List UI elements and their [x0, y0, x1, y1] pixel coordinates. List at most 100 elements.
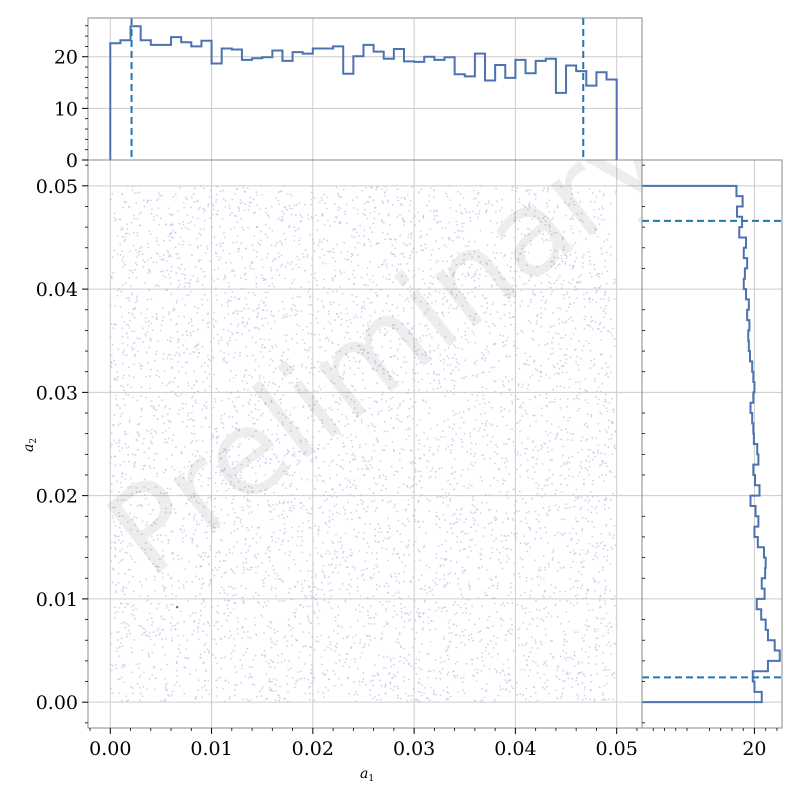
scatter-point: [417, 191, 420, 194]
scatter-point: [145, 524, 148, 526]
scatter-point: [213, 311, 216, 314]
scatter-point: [509, 582, 512, 585]
scatter-point: [426, 459, 428, 462]
scatter-point: [350, 252, 353, 255]
scatter-point: [561, 692, 563, 695]
scatter-point: [519, 575, 521, 578]
scatter-point: [198, 352, 201, 354]
scatter-point: [436, 424, 439, 426]
scatter-point: [548, 469, 551, 471]
scatter-point: [369, 639, 372, 641]
scatter-point: [183, 586, 185, 589]
scatter-point: [423, 692, 425, 695]
scatter-point: [382, 656, 385, 659]
scatter-point: [535, 420, 537, 422]
scatter-point: [260, 184, 262, 187]
scatter-point: [231, 425, 234, 428]
scatter-point: [283, 334, 286, 337]
scatter-point: [361, 468, 364, 470]
scatter-point: [167, 313, 170, 315]
scatter-point: [136, 399, 139, 402]
scatter-point: [542, 686, 544, 689]
scatter-point: [170, 336, 172, 339]
scatter-point: [185, 196, 188, 199]
scatter-point: [258, 327, 260, 330]
scatter-point: [228, 207, 231, 210]
scatter-point: [601, 541, 604, 543]
scatter-point: [291, 282, 294, 284]
scatter-point: [596, 390, 598, 393]
scatter-point: [154, 634, 157, 637]
scatter-point: [224, 448, 227, 451]
scatter-point: [580, 467, 583, 470]
scatter-point: [463, 432, 466, 435]
scatter-point: [474, 511, 477, 514]
scatter-point: [296, 296, 299, 298]
scatter-point: [330, 607, 333, 610]
scatter-point: [175, 351, 178, 354]
scatter-point: [234, 644, 236, 647]
scatter-point: [245, 247, 247, 250]
scatter-point: [385, 266, 388, 268]
scatter-point: [269, 637, 272, 640]
scatter-point: [115, 667, 118, 670]
scatter-point: [356, 196, 358, 199]
scatter-point: [614, 604, 617, 607]
scatter-point: [546, 420, 548, 422]
scatter-point: [387, 559, 389, 562]
scatter-point: [276, 630, 279, 633]
scatter-point: [491, 435, 494, 438]
scatter-point: [112, 567, 115, 570]
scatter-point: [340, 323, 342, 326]
scatter-point: [569, 588, 572, 590]
scatter-point: [197, 631, 199, 633]
scatter-point: [556, 363, 559, 365]
scatter-point: [558, 426, 560, 428]
scatter-point: [400, 420, 403, 423]
scatter-point: [286, 640, 289, 642]
scatter-point: [419, 230, 422, 233]
scatter-point: [543, 607, 545, 610]
scatter-point: [224, 680, 227, 682]
scatter-point: [320, 656, 323, 659]
scatter-point: [531, 204, 534, 207]
scatter-point: [225, 489, 228, 492]
scatter-point: [182, 344, 185, 347]
scatter-point: [425, 401, 428, 403]
scatter-point: [590, 680, 592, 683]
scatter-point: [565, 371, 568, 374]
scatter-point: [378, 654, 381, 657]
scatter-point: [545, 664, 548, 667]
scatter-point: [503, 408, 506, 411]
scatter-point: [119, 415, 122, 417]
scatter-point: [175, 446, 177, 449]
scatter-point: [428, 566, 431, 569]
scatter-point: [545, 634, 547, 636]
scatter-point: [413, 518, 416, 521]
scatter-point: [300, 440, 303, 443]
scatter-point: [209, 545, 211, 548]
scatter-point: [134, 524, 136, 526]
scatter-point: [575, 679, 578, 682]
scatter-point: [476, 359, 478, 362]
scatter-point: [219, 190, 222, 193]
scatter-point: [399, 697, 402, 700]
scatter-point: [297, 450, 300, 453]
scatter-point: [227, 599, 229, 602]
scatter-point: [340, 547, 343, 550]
scatter-point: [408, 520, 411, 523]
scatter-point: [145, 351, 148, 354]
scatter-point: [124, 235, 126, 238]
scatter-point: [589, 349, 592, 352]
scatter-point: [579, 357, 582, 360]
scatter-point: [248, 666, 251, 668]
scatter-point: [560, 337, 562, 340]
scatter-point: [550, 265, 553, 268]
scatter-point: [414, 520, 417, 522]
scatter-point: [591, 609, 594, 611]
scatter-point: [223, 279, 225, 281]
scatter-point: [473, 198, 475, 201]
scatter-point: [320, 197, 323, 199]
scatter-point: [417, 470, 420, 473]
scatter-point: [595, 663, 597, 665]
